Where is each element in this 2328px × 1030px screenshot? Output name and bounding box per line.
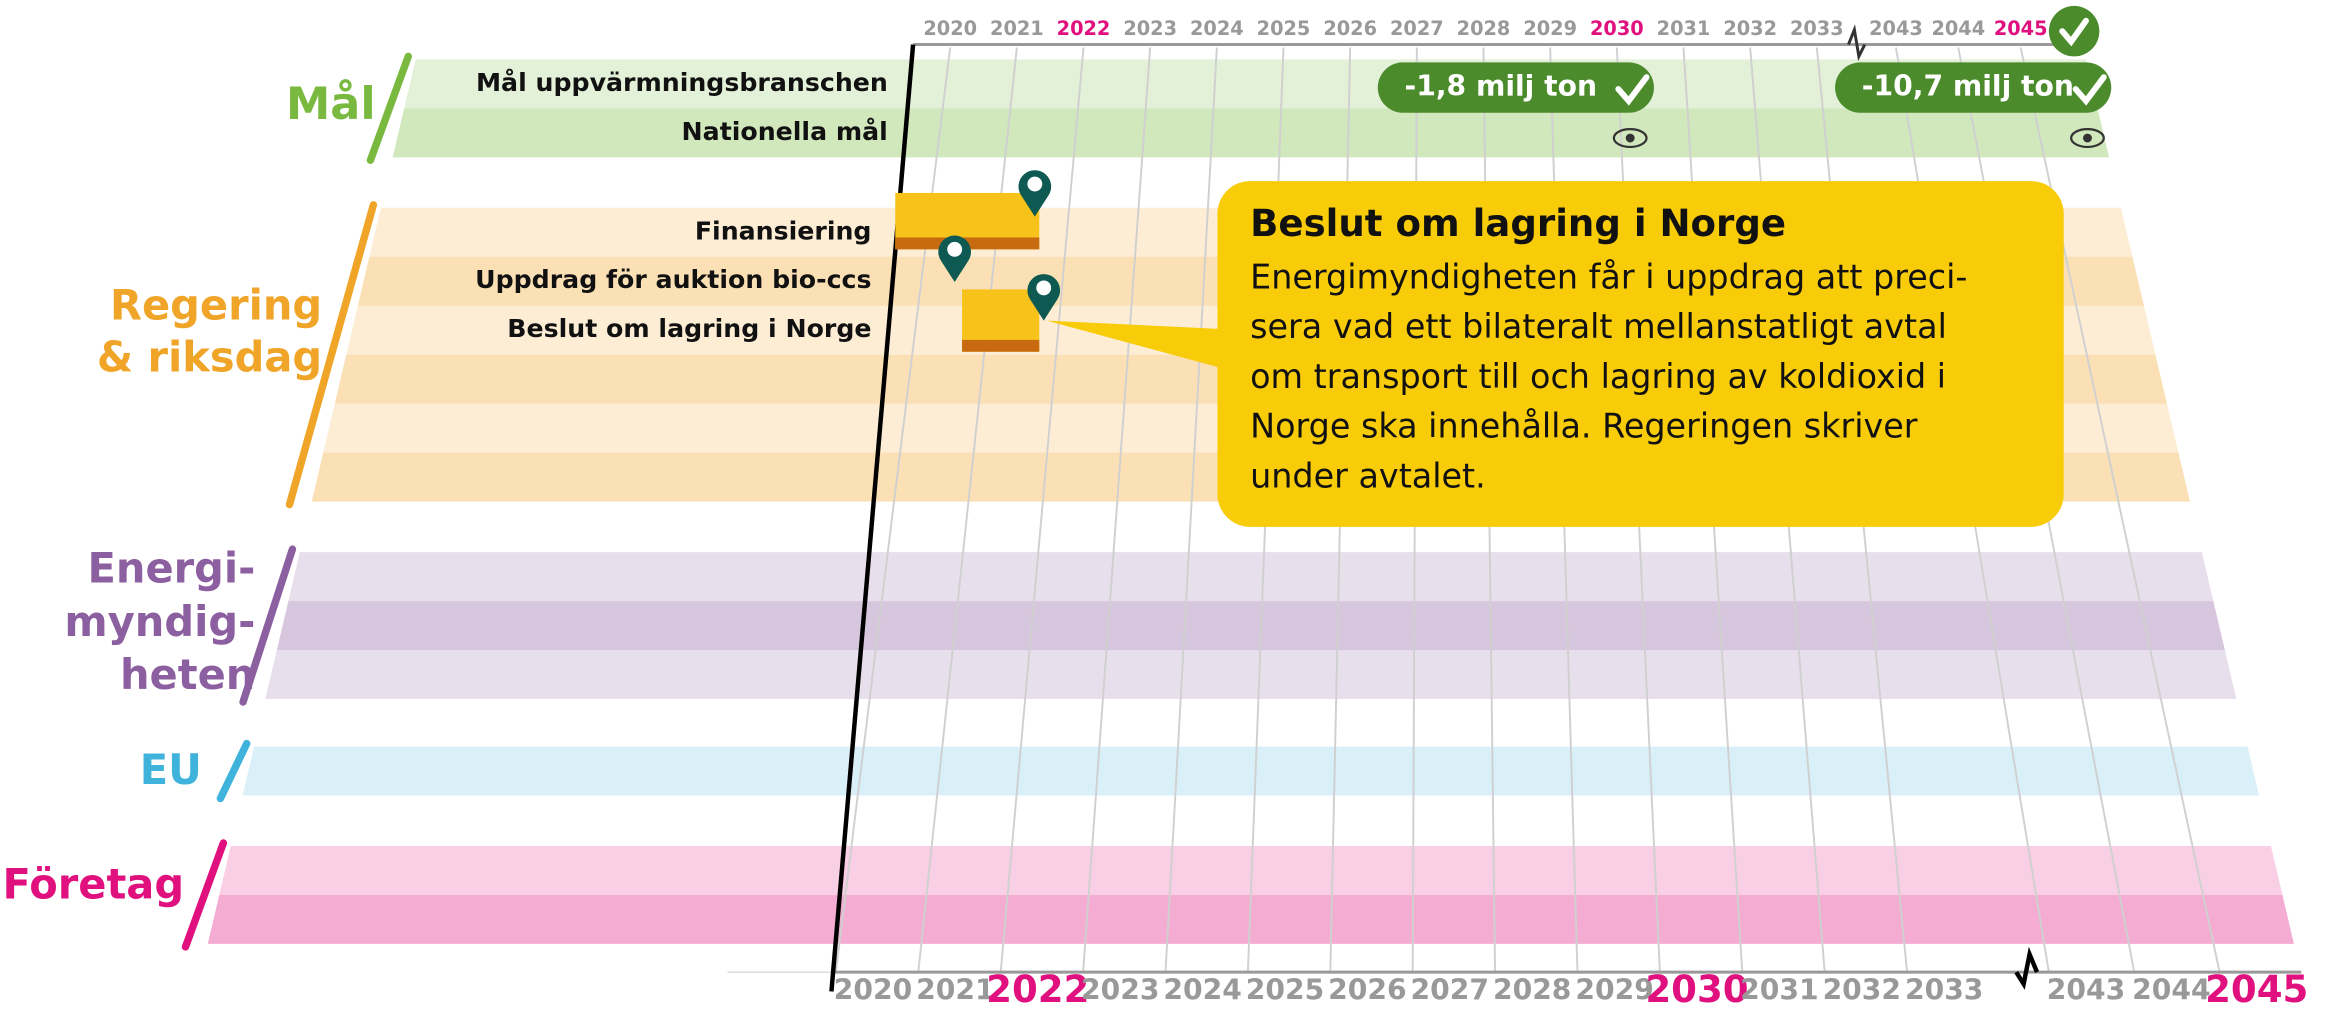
- group-label: heten: [120, 650, 255, 699]
- year-label-top: 2024: [1190, 17, 1244, 40]
- year-label-top: 2032: [1723, 17, 1777, 40]
- year-label-bottom: 2028: [1493, 973, 1571, 1006]
- goal-check-circle: [2049, 6, 2099, 56]
- group-label: EU: [140, 745, 202, 794]
- group-slash: [220, 744, 246, 799]
- year-label-bottom: 2031: [1740, 973, 1818, 1006]
- year-label-top: 2030: [1590, 17, 1644, 40]
- band-row: [393, 108, 2109, 157]
- year-label-bottom: 2044: [2132, 973, 2210, 1006]
- year-label-top: 2022: [1057, 17, 1111, 40]
- year-label-bottom: 2029: [1575, 973, 1653, 1006]
- callout-line: sera vad ett bilateralt mellanstatligt a…: [1250, 307, 1947, 346]
- row-label: Uppdrag för auktion bio-ccs: [475, 265, 871, 294]
- year-label-top: 2025: [1257, 17, 1311, 40]
- row-label: Mål uppvärmningsbranschen: [476, 68, 888, 97]
- year-label-bottom: 2033: [1905, 973, 1983, 1006]
- event-block-edge: [962, 340, 1039, 352]
- year-label-top: 2026: [1323, 17, 1377, 40]
- badge-target-dot: [1626, 134, 1635, 143]
- year-label-bottom: 2023: [1081, 973, 1159, 1006]
- year-label-top: 2031: [1657, 17, 1711, 40]
- year-label-bottom: 2030: [1645, 968, 1748, 1011]
- year-label-bottom: 2021: [916, 973, 994, 1006]
- year-line: [1165, 47, 1216, 972]
- row-label: Nationella mål: [682, 117, 888, 146]
- row-label: Finansiering: [695, 216, 872, 245]
- year-label-top: 2027: [1390, 17, 1444, 40]
- year-label-bottom: 2045: [2205, 968, 2308, 1011]
- group-label: myndig-: [64, 597, 255, 646]
- badge-text: -10,7 milj ton: [1862, 70, 2074, 103]
- year-label-top: 2021: [990, 17, 1044, 40]
- row-label: Beslut om lagring i Norge: [507, 314, 871, 343]
- group-label: Regering: [110, 281, 322, 330]
- year-label-bottom: 2026: [1328, 973, 1406, 1006]
- band-row: [288, 552, 2213, 601]
- axis-break: [2016, 954, 2037, 984]
- year-label-bottom: 2032: [1823, 973, 1901, 1006]
- badge-text: -1,8 milj ton: [1405, 70, 1598, 103]
- callout-line: om transport till och lagring av koldiox…: [1250, 357, 1946, 396]
- band-row: [277, 601, 2225, 650]
- group-label: Energi-: [87, 543, 255, 592]
- pin-dot: [1036, 281, 1051, 296]
- year-label-bottom: 2025: [1246, 973, 1324, 1006]
- year-label-top: 2020: [923, 17, 977, 40]
- callout-line: Energimyndigheten får i uppdrag att prec…: [1250, 258, 1967, 297]
- year-label-top: 2028: [1457, 17, 1511, 40]
- year-label-top: 2045: [1994, 17, 2048, 40]
- year-label-bottom: 2024: [1163, 973, 1241, 1006]
- year-label-top: 2033: [1790, 17, 1844, 40]
- year-line: [1083, 47, 1150, 972]
- axis-break: [1848, 30, 1864, 57]
- callout-line: under avtalet.: [1250, 456, 1486, 495]
- badge-target-dot: [2083, 134, 2092, 143]
- year-label-top: 2044: [1931, 17, 1985, 40]
- year-label-bottom: 2022: [986, 968, 1089, 1011]
- group-label: Företag: [3, 860, 185, 909]
- band-row: [243, 747, 2259, 796]
- callout-line: Norge ska innehålla. Regeringen skriver: [1250, 407, 1918, 446]
- callout-title: Beslut om lagring i Norge: [1250, 202, 1786, 245]
- pin-dot: [1027, 177, 1042, 192]
- band-row: [265, 650, 2236, 699]
- year-label-top: 2029: [1523, 17, 1577, 40]
- year-label-top: 2043: [1869, 17, 1923, 40]
- year-label-bottom: 2027: [1411, 973, 1489, 1006]
- timeline: 2020202020212021202220222023202320242024…: [0, 0, 2328, 1030]
- year-label-top: 2023: [1123, 17, 1177, 40]
- pin-dot: [947, 242, 962, 257]
- year-label-bottom: 2043: [2047, 973, 2125, 1006]
- year-label-bottom: 2020: [834, 973, 912, 1006]
- group-label: & riksdag: [97, 333, 322, 382]
- group-label: Mål: [286, 78, 376, 130]
